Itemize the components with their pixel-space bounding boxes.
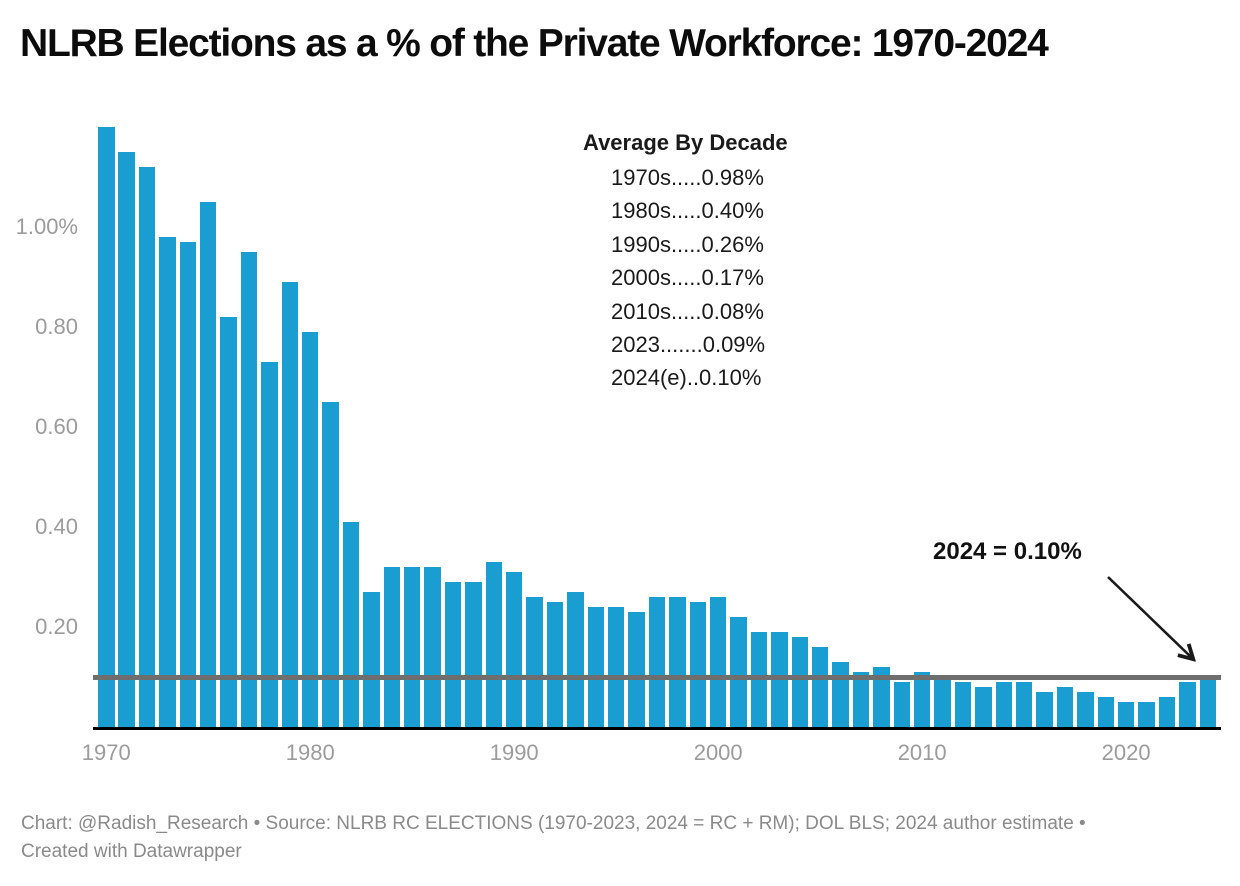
- bar-2024: [1199, 677, 1216, 727]
- bar-1971: [118, 152, 135, 727]
- x-axis-tick-label: 2010: [897, 740, 947, 765]
- bar-1998: [669, 597, 686, 727]
- x-axis-tick-label: 2000: [693, 740, 743, 765]
- bar-1978: [261, 362, 278, 727]
- reference-line-0.10: [93, 674, 1221, 680]
- decade-average-row-3: 2000s.....0.17%: [611, 265, 764, 291]
- bar-1982: [342, 522, 360, 727]
- decade-average-row-0: 1970s.....0.98%: [611, 165, 764, 190]
- bar-1989: [485, 562, 503, 727]
- bar-2016: [1036, 692, 1053, 727]
- bar-2009: [893, 682, 911, 727]
- y-axis-tick-label: 0.80: [35, 314, 78, 339]
- bar-2001: [730, 617, 747, 727]
- bar-1997: [648, 597, 666, 727]
- bar-2011: [934, 677, 951, 727]
- decade-average-row-1: 1980s.....0.40%: [611, 198, 764, 224]
- bar-2008: [873, 667, 890, 727]
- decade-average-row-4: 2010s.....0.08%: [611, 298, 764, 324]
- plot-area: [93, 110, 1221, 730]
- bar-1991: [526, 597, 543, 727]
- x-axis-tick-label: 1970: [81, 740, 131, 765]
- bar-1972: [138, 167, 156, 727]
- bar-2007: [852, 672, 870, 727]
- decade-average-list: 1970s.....0.98% 1980s.....0.40% 1990s.....…: [611, 161, 788, 395]
- x-axis-line: [93, 727, 1221, 730]
- bar-1977: [240, 252, 258, 727]
- bar-1999: [689, 602, 707, 727]
- bar-1981: [322, 402, 339, 727]
- bar-2014: [995, 682, 1013, 727]
- bar-1970: [98, 127, 115, 727]
- bar-1992: [546, 602, 564, 727]
- bar-1986: [424, 567, 441, 727]
- bar-1988: [465, 582, 482, 727]
- y-axis-tick-label: 0.60: [35, 414, 78, 439]
- bar-2005: [811, 647, 829, 727]
- bar-2018: [1077, 692, 1094, 727]
- bar-1996: [628, 612, 645, 727]
- bar-2015: [1015, 682, 1033, 727]
- callout-2024-label: 2024 = 0.10%: [933, 538, 1082, 565]
- decade-average-annotation: Average By Decade 1970s.....0.98% 1980s..…: [583, 128, 788, 395]
- chart-title: NLRB Elections as a % of the Private Wor…: [20, 22, 1049, 65]
- chart-footer: Chart: @Radish_Research • Source: NLRB R…: [21, 810, 1216, 866]
- bar-2000: [709, 597, 727, 727]
- bar-2022: [1158, 697, 1176, 727]
- bar-1979: [281, 282, 299, 727]
- footer-datawrapper-line: Created with Datawrapper: [21, 841, 242, 862]
- bar-2013: [975, 687, 992, 727]
- bar-1987: [444, 582, 462, 727]
- decade-average-row-6: 2024(e)..0.10%: [611, 365, 762, 391]
- bar-2021: [1138, 702, 1155, 727]
- bar-2023: [1179, 682, 1196, 727]
- bar-1975: [199, 202, 217, 727]
- bar-1990: [505, 572, 523, 727]
- x-axis-tick-label: 1990: [489, 740, 539, 765]
- bar-2004: [791, 637, 809, 727]
- decade-average-heading: Average By Decade: [583, 130, 788, 155]
- y-axis-tick-label: 0.20: [35, 614, 78, 639]
- bar-2017: [1056, 687, 1074, 727]
- bar-1993: [567, 592, 584, 727]
- bar-2020: [1117, 702, 1135, 727]
- bar-1995: [607, 607, 625, 727]
- footer-source-line: Chart: @Radish_Research • Source: NLRB R…: [21, 813, 1086, 834]
- decade-average-row-2: 1990s.....0.26%: [611, 231, 764, 257]
- y-axis-tick-label: 1.00%: [15, 214, 78, 239]
- bar-1980: [301, 332, 319, 727]
- bar-2019: [1097, 697, 1114, 727]
- bar-2006: [832, 662, 849, 727]
- bar-1974: [179, 242, 197, 727]
- bar-1984: [383, 567, 401, 727]
- bar-1994: [587, 607, 605, 727]
- bar-1973: [159, 237, 176, 727]
- x-axis-tick-label: 2020: [1101, 740, 1151, 765]
- bar-2012: [954, 682, 972, 727]
- x-axis-tick-label: 1980: [285, 740, 335, 765]
- bar-1976: [220, 317, 237, 727]
- bar-2010: [913, 672, 931, 727]
- bar-2003: [771, 632, 788, 727]
- decade-average-row-5: 2023.......0.09%: [611, 332, 766, 358]
- y-axis-tick-label: 0.40: [35, 514, 78, 539]
- bar-1985: [403, 567, 421, 727]
- bar-2002: [750, 632, 768, 727]
- bar-1983: [363, 592, 380, 727]
